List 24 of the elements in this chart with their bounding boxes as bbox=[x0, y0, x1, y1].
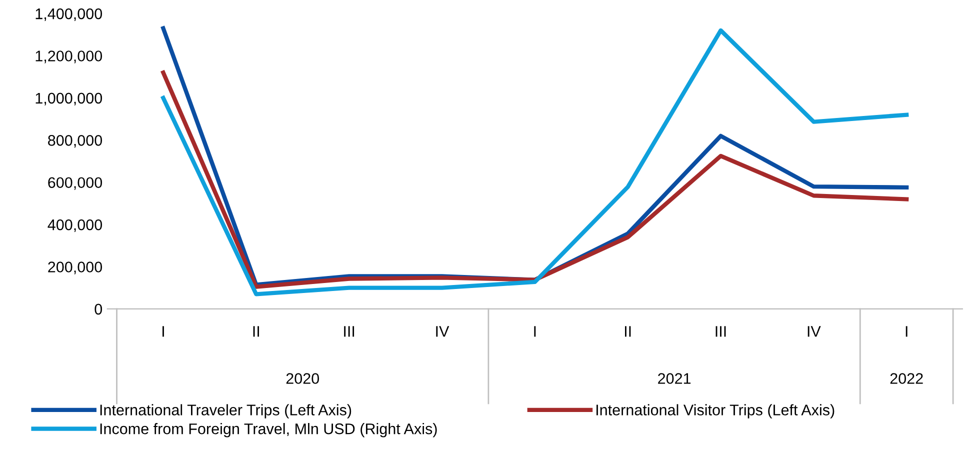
x-tick-label: IV bbox=[436, 326, 450, 337]
x-tick-label: II bbox=[253, 326, 259, 337]
y-tick-label: 1,200,000 bbox=[36, 50, 102, 64]
x-tick-label: I bbox=[162, 326, 164, 337]
y-tick-label: 0 bbox=[94, 304, 102, 315]
legend-label: International Traveler Trips (Left Axis) bbox=[100, 404, 352, 418]
y-tick-label: 800,000 bbox=[48, 135, 102, 148]
legend-label: Income from Foreign Travel, Mln USD (Right Axis) bbox=[100, 423, 437, 438]
x-tick-label: III bbox=[344, 326, 354, 337]
y-tick-label: 400,000 bbox=[48, 219, 102, 232]
text: 2020 bbox=[286, 373, 319, 384]
y-tick-label: 200,000 bbox=[48, 262, 102, 274]
y-tick-label: 1,400,000 bbox=[36, 8, 102, 22]
y-tick-label: 600,000 bbox=[48, 177, 102, 190]
legend-label: International Visitor Trips (Left Axis) bbox=[596, 404, 834, 418]
x-tick-label: III bbox=[716, 326, 726, 337]
line-series bbox=[161, 70, 909, 289]
x-tick-label: IV bbox=[808, 326, 821, 337]
x-tick-label: I bbox=[534, 326, 536, 337]
x-tick-label: II bbox=[624, 326, 631, 337]
text: 2021 bbox=[658, 373, 691, 384]
y-tick-label: 1,000,000 bbox=[36, 92, 102, 106]
text: 2022 bbox=[890, 373, 923, 384]
x-tick-label: I bbox=[906, 326, 908, 337]
